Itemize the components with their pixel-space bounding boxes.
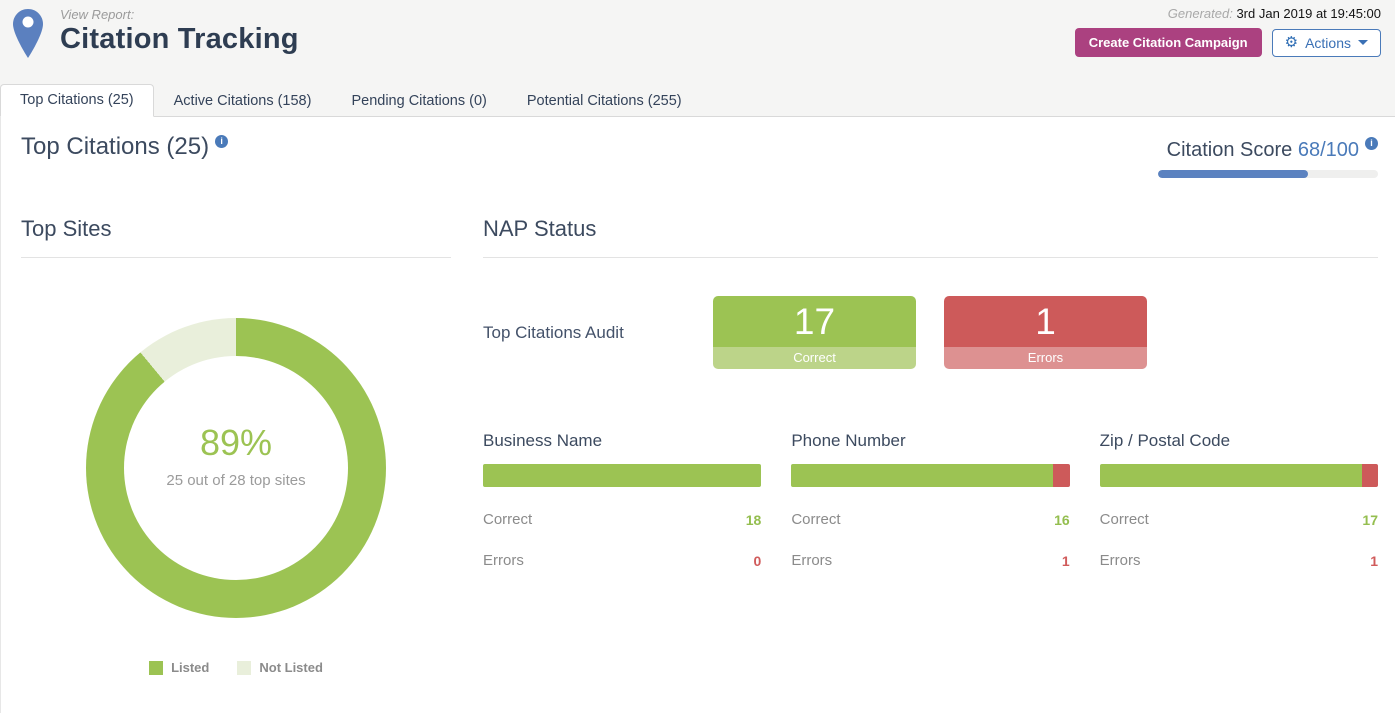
bar-correct-segment (791, 464, 1054, 487)
errors-label: Errors (791, 552, 833, 569)
tab-top-citations[interactable]: Top Citations (25) (0, 84, 154, 117)
nap-status-title: NAP Status (483, 216, 1378, 258)
correct-stat-row: Correct 18 (483, 511, 761, 528)
gear-icon: ⚙ (1284, 34, 1299, 51)
correct-stat-row: Correct 16 (791, 511, 1069, 528)
top-right-area: Generated: 3rd Jan 2019 at 19:45:00 Crea… (1074, 6, 1381, 84)
top-buttons: Create Citation Campaign ⚙ Actions (1074, 28, 1381, 57)
citation-score-line: Citation Score 68/100 i (1158, 137, 1378, 162)
correct-count: 16 (1054, 511, 1070, 528)
top-bar: View Report: Citation Tracking Generated… (0, 0, 1395, 84)
errors-count: 0 (753, 552, 762, 569)
bar-correct-segment (1099, 464, 1363, 487)
citation-score-progressbar (1158, 170, 1378, 178)
errors-count: 1 (1370, 552, 1378, 569)
top-citations-audit-row: Top Citations Audit 17 Correct 1 Errors (483, 296, 1378, 369)
audit-correct-label: Correct (713, 347, 916, 369)
audit-errors-label: Errors (944, 347, 1147, 369)
donut-legend: Listed Not Listed (149, 660, 323, 675)
report-brand: View Report: Citation Tracking (12, 6, 299, 84)
top-sites-title: Top Sites (21, 216, 451, 258)
audit-errors-value: 1 (944, 296, 1147, 347)
field-bar (483, 464, 762, 487)
citation-score-progress-fill (1158, 170, 1308, 178)
audit-correct-value: 17 (713, 296, 916, 347)
field-name-label: Business Name (483, 431, 603, 450)
citation-score-value: 68/100 (1297, 139, 1359, 161)
actions-button-label: Actions (1305, 34, 1351, 51)
errors-label: Errors (483, 552, 524, 569)
top-citations-heading-text: Top Citations (25) (21, 133, 210, 160)
content-panel: Top Citations (25) i Citation Score 68/10… (0, 117, 1395, 713)
page-title: Citation Tracking (60, 23, 299, 55)
donut-chart: 89% 25 out of 28 top sites (86, 318, 386, 618)
errors-count: 1 (1061, 552, 1070, 569)
top-sites-section: Top Sites 89% 25 out of 28 top sites Lis… (21, 216, 451, 675)
create-citation-campaign-button[interactable]: Create Citation Campaign (1074, 28, 1262, 57)
donut-percent-label: 89% (199, 421, 273, 463)
field-bar (791, 464, 1070, 487)
generated-label: Generated: (1167, 6, 1233, 21)
correct-label: Correct (483, 511, 533, 528)
errors-stat-row: Errors 1 (1100, 552, 1378, 569)
nap-status-section: NAP Status Top Citations Audit 17 Correc… (483, 216, 1378, 675)
field-business-name: Business Name Correct 18 Errors 0 (483, 431, 762, 569)
field-phone-number: Phone Number Correct 16 Errors 1 (791, 431, 1070, 569)
legend-not-listed-label: Not Listed (259, 660, 323, 675)
correct-label: Correct (791, 511, 841, 528)
field-bar (1099, 464, 1378, 487)
report-titles: View Report: Citation Tracking (60, 6, 299, 84)
donut-subtitle: 25 out of 28 top sites (166, 471, 306, 489)
bar-errors-segment (1362, 464, 1378, 487)
generated-timestamp: Generated: 3rd Jan 2019 at 19:45:00 (1168, 6, 1381, 21)
errors-stat-row: Errors 0 (483, 552, 761, 569)
bar-correct-segment (483, 464, 762, 487)
not-listed-swatch (237, 660, 252, 675)
map-pin-icon (12, 6, 44, 84)
generated-value: 3rd Jan 2019 at 19:45:00 (1236, 6, 1381, 21)
errors-label: Errors (1099, 552, 1141, 569)
tab-bar: Top Citations (25) Active Citations (158… (0, 84, 1395, 117)
section-heading-top-citations: Top Citations (25) i (21, 133, 229, 161)
legend-item-not-listed: Not Listed (237, 660, 323, 675)
citation-score-block: Citation Score 68/100 i (1158, 133, 1378, 178)
correct-label: Correct (1099, 511, 1149, 528)
summary-row: Top Citations (25) i Citation Score 68/10… (21, 133, 1378, 178)
citation-score-label: Citation Score (1166, 139, 1293, 161)
field-name-label: Zip / Postal Code (1099, 431, 1231, 450)
bar-errors-segment (1053, 464, 1070, 487)
errors-stat-row: Errors 1 (791, 552, 1069, 569)
actions-button[interactable]: ⚙ Actions (1271, 28, 1381, 57)
top-sites-chart-area: 89% 25 out of 28 top sites Listed Not Li… (21, 318, 451, 675)
correct-count: 18 (745, 511, 762, 528)
tab-potential-citations[interactable]: Potential Citations (255) (526, 93, 682, 109)
legend-item-listed: Listed (149, 660, 209, 675)
info-icon[interactable]: i (215, 135, 229, 148)
sections-row: Top Sites 89% 25 out of 28 top sites Lis… (21, 216, 1378, 675)
audit-correct-box: 17 Correct (713, 296, 916, 369)
top-citations-audit-label: Top Citations Audit (483, 322, 624, 342)
legend-listed-label: Listed (171, 660, 210, 675)
info-icon[interactable]: i (1365, 137, 1378, 150)
field-name-label: Phone Number (791, 431, 906, 450)
correct-count: 17 (1362, 511, 1378, 528)
correct-stat-row: Correct 17 (1100, 511, 1378, 528)
nap-fields-row: Business Name Correct 18 Errors 0 (483, 431, 1378, 569)
field-zip-postal-code: Zip / Postal Code Correct 17 Errors 1 (1099, 431, 1378, 569)
donut-center: 89% 25 out of 28 top sites (124, 356, 348, 580)
tab-active-citations[interactable]: Active Citations (158) (173, 93, 312, 109)
view-report-kicker: View Report: (60, 7, 135, 22)
chevron-down-icon (1358, 40, 1368, 45)
tab-pending-citations[interactable]: Pending Citations (0) (351, 93, 487, 109)
listed-swatch (149, 660, 164, 675)
audit-errors-box: 1 Errors (944, 296, 1147, 369)
